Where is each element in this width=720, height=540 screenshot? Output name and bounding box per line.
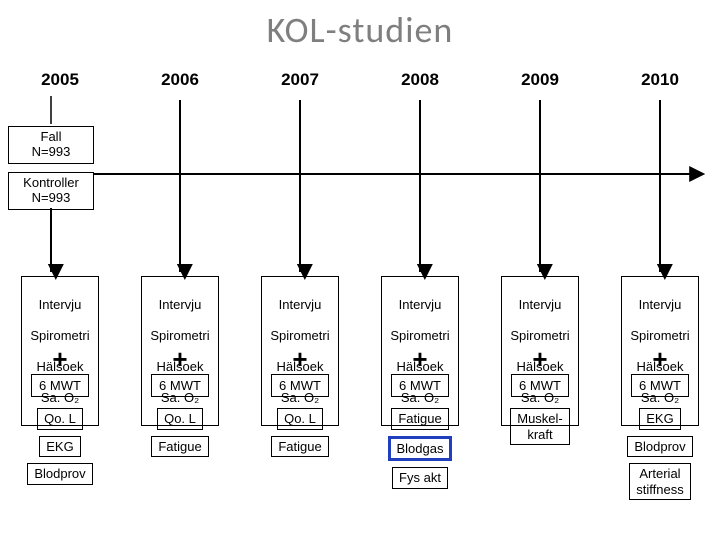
plus-2007: + [240, 346, 360, 372]
extras-col-2010: EKG Blodprov Arterial stiffness [600, 408, 720, 500]
plus-2010: + [600, 346, 720, 372]
slide-root: KOL-studien 2005 2006 2007 2008 2009 201… [0, 0, 720, 540]
tag-arterial-stiffness: Arterial stiffness [629, 463, 690, 500]
measure-line: Intervju [508, 297, 572, 313]
cases-n: N=993 [9, 145, 93, 160]
mwt-2006: 6 MWT [151, 374, 209, 397]
mwt-2007: 6 MWT [271, 374, 329, 397]
tag-ekg: EKG [639, 408, 680, 430]
extras-col-2009: Muskel- kraft [480, 408, 600, 445]
measure-line: Spirometri [148, 328, 212, 344]
measure-line: Spirometri [508, 328, 572, 344]
tag-fatigue: Fatigue [151, 436, 208, 458]
tag-blodprov: Blodprov [627, 436, 692, 458]
plus-row: + + + + + + [0, 346, 720, 372]
tag-qol: Qo. L [157, 408, 203, 430]
controls-box: Kontroller N=993 [8, 172, 94, 210]
timeline-svg [0, 92, 720, 292]
year-2010: 2010 [600, 70, 720, 90]
tag-fatigue: Fatigue [391, 408, 448, 430]
tag-qol: Qo. L [277, 408, 323, 430]
mwt-2009: 6 MWT [511, 374, 569, 397]
year-2008: 2008 [360, 70, 480, 90]
cases-box: Fall N=993 [8, 126, 94, 164]
year-2007: 2007 [240, 70, 360, 90]
mwt-2010: 6 MWT [631, 374, 689, 397]
tag-ekg: EKG [39, 436, 80, 458]
tag-blodgas-highlight: Blodgas [388, 436, 453, 462]
page-title: KOL-studien [0, 8, 720, 52]
extras-grid: Qo. L EKG Blodprov Qo. L Fatigue Qo. L F… [0, 408, 720, 528]
mwt-2008: 6 MWT [391, 374, 449, 397]
controls-n: N=993 [9, 191, 93, 206]
plus-2005: + [0, 346, 120, 372]
plus-2006: + [120, 346, 240, 372]
year-row: 2005 2006 2007 2008 2009 2010 [0, 70, 720, 90]
measure-line: Intervju [148, 297, 212, 313]
tag-qol: Qo. L [37, 408, 83, 430]
measure-line: Intervju [28, 297, 92, 313]
tag-fatigue: Fatigue [271, 436, 328, 458]
extras-col-2008: Fatigue Blodgas Fys akt [360, 408, 480, 489]
controls-label: Kontroller [9, 176, 93, 191]
measure-line: Spirometri [628, 328, 692, 344]
measure-line: Spirometri [268, 328, 332, 344]
tag-blodprov: Blodprov [27, 463, 92, 485]
measure-line: Spirometri [28, 328, 92, 344]
measure-line: Spirometri [388, 328, 452, 344]
year-2009: 2009 [480, 70, 600, 90]
measure-line: Intervju [628, 297, 692, 313]
measure-line: Intervju [268, 297, 332, 313]
mwt-2005: 6 MWT [31, 374, 89, 397]
tag-fysakt: Fys akt [392, 467, 448, 489]
year-2005: 2005 [0, 70, 120, 90]
tag-muskelkraft: Muskel- kraft [510, 408, 570, 445]
extras-col-2007: Qo. L Fatigue [240, 408, 360, 457]
extras-col-2006: Qo. L Fatigue [120, 408, 240, 457]
extras-col-2005: Qo. L EKG Blodprov [0, 408, 120, 485]
plus-2009: + [480, 346, 600, 372]
plus-2008: + [360, 346, 480, 372]
year-2006: 2006 [120, 70, 240, 90]
mwt-row: 6 MWT 6 MWT 6 MWT 6 MWT 6 MWT 6 MWT [0, 374, 720, 397]
measure-line: Intervju [388, 297, 452, 313]
cases-label: Fall [9, 130, 93, 145]
